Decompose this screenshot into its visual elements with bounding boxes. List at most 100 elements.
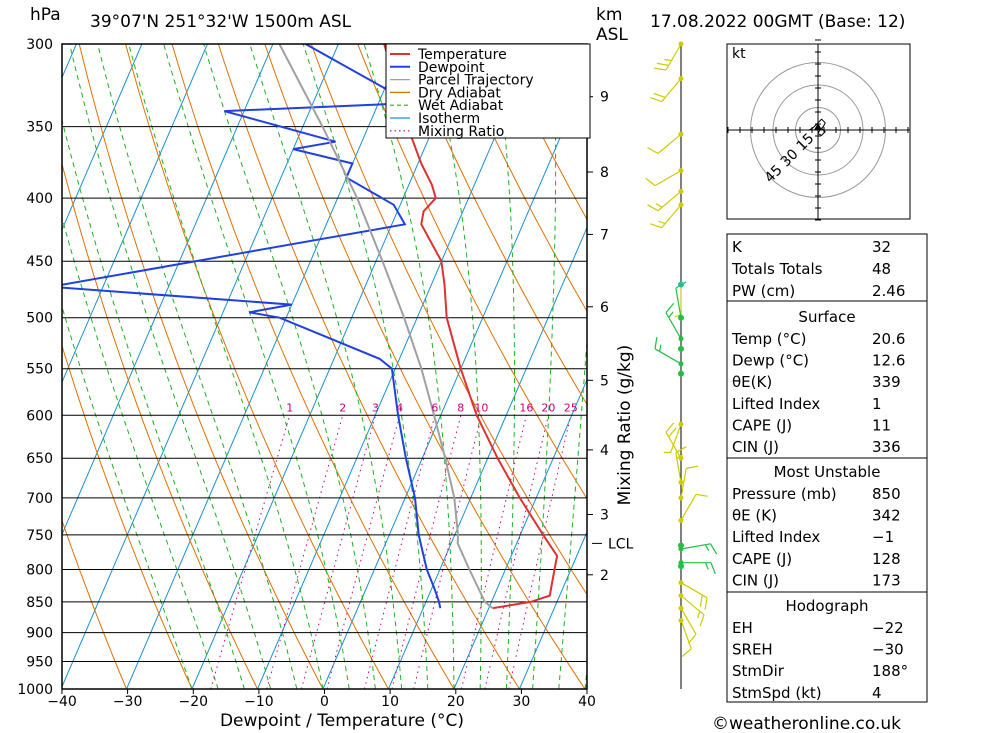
dry-adiabat-line (357, 44, 587, 500)
isotherm-line (257, 44, 536, 689)
dry-adiabat-line (264, 44, 586, 689)
wind-level-dot (678, 336, 684, 342)
wind-barb-flag (681, 648, 692, 657)
wind-profile (645, 41, 718, 689)
table-row-label: Pressure (mb) (732, 485, 837, 503)
wind-barb-flag (654, 336, 658, 349)
legend-label: Dewpoint (418, 60, 485, 76)
wind-barb-flag (699, 614, 705, 627)
legend-label: Isotherm (418, 111, 480, 127)
most-unstable-title: Most Unstable (774, 463, 881, 481)
table-row-label: CIN (J) (732, 571, 779, 589)
wind-level-dot (678, 76, 684, 82)
datetime-title: 17.08.2022 00GMT (Base: 12) (650, 12, 905, 32)
isotherm-line (388, 226, 587, 689)
table-row-value: 128 (872, 550, 901, 568)
km-tick-label: 4 (600, 443, 609, 459)
table-row-value: −22 (872, 619, 904, 637)
wind-barb-flag (645, 177, 656, 187)
table-row-label: StmSpd (kt) (732, 684, 822, 702)
dry-adiabat-line (171, 44, 455, 689)
table-row-value: 173 (872, 571, 901, 589)
wind-level-dot (678, 361, 684, 367)
dry-adiabat-line (62, 162, 258, 689)
wind-marker-dot (678, 563, 684, 570)
pressure-tick-label: 500 (26, 311, 53, 327)
table-row-value: −30 (872, 641, 904, 659)
table-row-value: 12.6 (872, 352, 905, 370)
dry-adiabat-line (62, 519, 127, 689)
location-title: 39°07'N 251°32'W 1500m ASL (90, 12, 352, 32)
table-row-value: 48 (872, 260, 891, 278)
x-tick-label: 30 (512, 694, 530, 710)
table-box (726, 457, 928, 593)
dewpoint-line (62, 44, 442, 609)
parcel-trajectory-line (278, 44, 494, 609)
wind-barb-flag (699, 594, 703, 607)
isotherm-line (322, 73, 587, 689)
pressure-tick-label: 550 (26, 362, 53, 378)
copyright: ©weatheronline.co.uk (712, 714, 901, 733)
table-row-label: CAPE (J) (732, 550, 792, 568)
km-tick-label: 6 (600, 300, 609, 316)
temperature-line (383, 44, 559, 610)
table-row-label: EH (732, 619, 753, 637)
unit-asl: ASL (596, 25, 628, 45)
table-row-value: 1 (872, 395, 882, 413)
wind-barb-shaft (654, 170, 682, 187)
table-row-label: PW (cm) (732, 282, 795, 300)
km-tick-label: 7 (600, 227, 609, 243)
wind-barb-shaft (680, 468, 687, 499)
mixing-ratio-label: 25 (564, 401, 578, 414)
table-row-value: 11 (872, 416, 891, 434)
wind-marker-dot (678, 542, 684, 549)
storm-motion-marker (814, 123, 822, 130)
x-tick-label: 40 (578, 694, 596, 710)
wind-marker-dot (678, 370, 684, 377)
wind-barb-shaft (661, 78, 682, 102)
km-tick-label: 9 (600, 90, 609, 106)
mixing-ratio-line (363, 415, 436, 689)
table-row-label: Temp (°C) (731, 330, 806, 348)
dry-adiabat-line (403, 44, 587, 406)
legend-label: Mixing Ratio (418, 124, 504, 140)
lcl-label: LCL (608, 536, 634, 552)
wet-adiabat-line (429, 44, 482, 689)
wind-barb-flag (658, 220, 666, 225)
pressure-tick-label: 650 (26, 451, 53, 467)
wind-barb-shaft (661, 204, 682, 229)
table-row-value: 4 (872, 684, 882, 702)
pressure-tick-label: 950 (26, 655, 53, 671)
wind-barb-flag (696, 611, 701, 619)
isotherm-line (62, 44, 274, 536)
wet-adiabat-line (558, 333, 587, 689)
wind-barb-flag (686, 465, 699, 469)
wet-adiabat-line (494, 44, 515, 689)
dry-adiabat-line (217, 44, 520, 689)
dry-adiabat-line (961, 44, 1000, 689)
isotherm-line (453, 378, 587, 689)
wind-barb-shaft (680, 494, 697, 521)
hodograph-title: Hodograph (785, 597, 868, 615)
table-row-value: 32 (872, 238, 891, 256)
isotherm-line (126, 44, 405, 689)
table-row-label: CIN (J) (732, 438, 779, 456)
isotherm-line (0, 44, 11, 689)
table-row-label: CAPE (J) (732, 416, 792, 434)
wind-barb-flag (650, 97, 662, 103)
wind-barb-flag (664, 58, 672, 62)
wind-level-dot (678, 605, 684, 611)
table-row-label: θE (K) (732, 507, 777, 525)
wind-barb-flag (665, 303, 675, 314)
table-row-label: Lifted Index (732, 528, 820, 546)
wind-level-dot (678, 517, 684, 523)
mixing-ratio-label: 6 (431, 401, 438, 414)
unit-km: km (596, 5, 622, 25)
wind-barb-shaft (665, 43, 682, 71)
wind-barb-flag (650, 223, 662, 229)
mixing-ratio-line (326, 415, 401, 689)
mixing-ratio-label: 10 (474, 401, 488, 414)
